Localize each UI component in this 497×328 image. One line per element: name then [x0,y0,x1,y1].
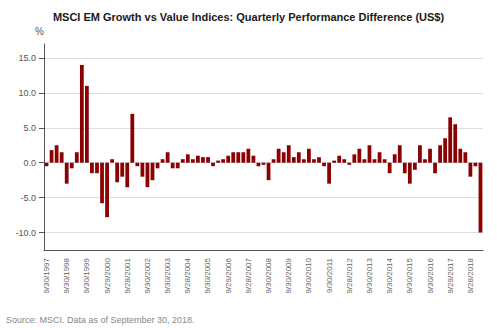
svg-text:9/29/2017: 9/29/2017 [446,257,455,293]
svg-text:9/30/1997: 9/30/1997 [42,257,51,293]
svg-text:9/28/2004: 9/28/2004 [183,257,192,293]
svg-text:9/29/2006: 9/29/2006 [224,257,233,293]
svg-text:0.0: 0.0 [23,158,36,168]
svg-text:9/30/2009: 9/30/2009 [284,257,293,293]
svg-text:5.0: 5.0 [23,123,36,133]
svg-text:9/28/2018: 9/28/2018 [466,257,475,293]
svg-text:9/30/2008: 9/30/2008 [264,257,273,293]
svg-text:9/30/2003: 9/30/2003 [163,257,172,293]
svg-text:9/30/2014: 9/30/2014 [385,257,394,293]
svg-text:-10.0: -10.0 [15,228,36,238]
svg-text:9/30/2013: 9/30/2013 [365,257,374,293]
svg-text:15.0: 15.0 [18,53,36,63]
svg-text:9/30/2005: 9/30/2005 [203,257,212,293]
svg-text:9/30/1998: 9/30/1998 [62,257,71,293]
svg-text:Source: MSCI. Data as of Septe: Source: MSCI. Data as of September 30, 2… [6,315,195,325]
svg-text:9/30/2010: 9/30/2010 [304,257,313,293]
svg-text:-5.0: -5.0 [20,193,36,203]
svg-text:9/30/2011: 9/30/2011 [325,257,334,293]
svg-text:9/29/2000: 9/29/2000 [103,257,112,293]
svg-text:MSCI EM Growth vs Value Indice: MSCI EM Growth vs Value Indices: Quarter… [53,11,445,23]
svg-text:9/28/2007: 9/28/2007 [244,257,253,293]
svg-text:9/30/2002: 9/30/2002 [143,257,152,293]
svg-text:9/28/2001: 9/28/2001 [123,257,132,293]
svg-text:9/30/2015: 9/30/2015 [405,257,414,293]
svg-text:10.0: 10.0 [18,88,36,98]
svg-text:9/28/2012: 9/28/2012 [345,257,354,293]
svg-text:9/30/2016: 9/30/2016 [426,257,435,293]
svg-text:9/30/1999: 9/30/1999 [82,257,91,293]
svg-text:%: % [35,26,44,37]
